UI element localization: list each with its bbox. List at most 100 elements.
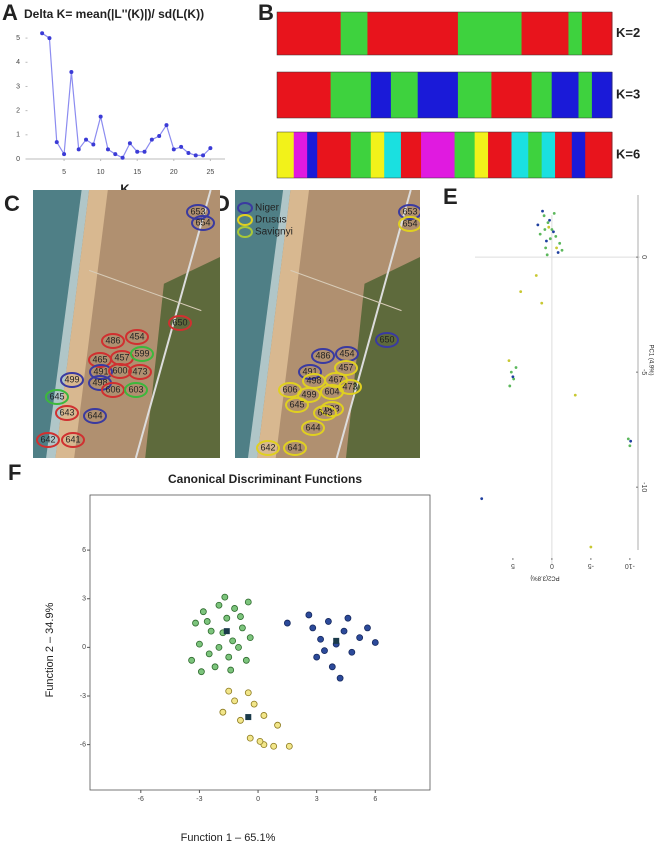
point	[40, 31, 45, 36]
point	[348, 648, 356, 656]
point	[556, 251, 560, 254]
point	[538, 232, 542, 236]
x-tick-label: 5	[62, 169, 66, 176]
site-marker	[128, 364, 152, 380]
point	[573, 393, 577, 397]
y-tick-label: 2	[16, 107, 20, 114]
site-label: 645	[289, 399, 304, 409]
site-marker	[375, 332, 399, 348]
point	[219, 708, 227, 716]
x-tick-label: 0	[550, 562, 554, 569]
point	[285, 742, 293, 750]
y-tick-label: 6	[82, 547, 86, 554]
structure-block	[350, 132, 372, 178]
map-vegetation	[346, 257, 420, 458]
structure-label: K=6	[616, 146, 640, 161]
point	[237, 716, 244, 724]
point	[225, 687, 233, 695]
legend-swatch	[237, 226, 253, 238]
point	[197, 668, 205, 676]
site-label: 603	[128, 384, 143, 394]
centroid	[223, 628, 230, 635]
y-axis-label: Function 2 – 34.9%	[44, 602, 56, 697]
x-tick-label: 20	[170, 169, 178, 176]
point	[509, 370, 513, 374]
point	[507, 359, 511, 363]
point	[512, 377, 516, 381]
structure-block	[367, 12, 459, 55]
point	[135, 149, 140, 154]
point	[242, 656, 250, 664]
centroid	[333, 637, 340, 644]
legend-label: Savignyi	[255, 227, 293, 238]
point	[545, 239, 548, 243]
structure-block	[581, 12, 613, 55]
y-tick-label: 3	[16, 83, 20, 90]
structure-block	[531, 72, 553, 118]
point	[239, 624, 246, 632]
point	[231, 697, 238, 705]
panel-letter: C	[4, 191, 20, 216]
plot-frame	[89, 494, 431, 791]
site-label: 486	[315, 350, 330, 360]
structure-block	[488, 132, 512, 178]
point	[364, 624, 371, 632]
site-marker	[125, 329, 149, 345]
structure-block	[277, 132, 295, 178]
site-marker	[338, 379, 362, 395]
point	[164, 123, 169, 128]
structure-block	[585, 132, 613, 178]
point	[356, 634, 364, 642]
site-label: 653	[190, 206, 205, 216]
site-label: 454	[129, 331, 144, 341]
structure-block	[457, 72, 492, 118]
x-tick-label: -5	[588, 562, 594, 569]
y-tick-label: 3	[82, 596, 86, 603]
x-axis-label: PC2(3.8%)	[530, 574, 559, 580]
panel-letter: F	[8, 460, 21, 485]
point	[558, 241, 562, 245]
point	[283, 619, 291, 627]
site-marker	[186, 204, 210, 220]
point	[324, 618, 332, 625]
structure-block	[491, 72, 533, 118]
structure-frame	[276, 71, 613, 119]
point	[231, 605, 238, 612]
point	[98, 114, 103, 119]
point	[548, 218, 551, 222]
x-tick-label: -10	[625, 562, 635, 569]
site-label: 491	[93, 366, 108, 376]
site-marker	[298, 364, 322, 380]
site-label: 600	[112, 365, 127, 375]
point	[142, 149, 147, 154]
point	[193, 153, 198, 158]
point	[547, 225, 551, 229]
x-tick-label: -6	[138, 796, 144, 803]
site-label: 491	[302, 366, 317, 376]
site-marker	[313, 405, 337, 421]
point	[127, 141, 132, 146]
y-axis-label: PC1 (4.9%)	[647, 344, 653, 375]
point	[225, 653, 233, 661]
point	[560, 248, 564, 252]
y-tick-label: 1	[16, 132, 20, 139]
structure-block	[511, 132, 529, 178]
point	[480, 497, 484, 501]
point	[508, 384, 512, 388]
point	[270, 742, 278, 750]
structure-block	[307, 132, 318, 178]
point	[246, 734, 254, 742]
site-marker	[301, 420, 325, 436]
site-label: 644	[87, 410, 102, 420]
point	[371, 639, 379, 646]
point	[628, 444, 632, 448]
y-tick-label: 0	[16, 156, 20, 163]
point	[192, 619, 199, 627]
point	[550, 228, 554, 231]
centroid	[245, 714, 252, 721]
structure-block	[417, 72, 459, 118]
structure-block	[277, 72, 332, 118]
site-label: 467	[328, 374, 343, 384]
y-tick-label: -6	[80, 741, 86, 748]
point	[171, 147, 176, 152]
